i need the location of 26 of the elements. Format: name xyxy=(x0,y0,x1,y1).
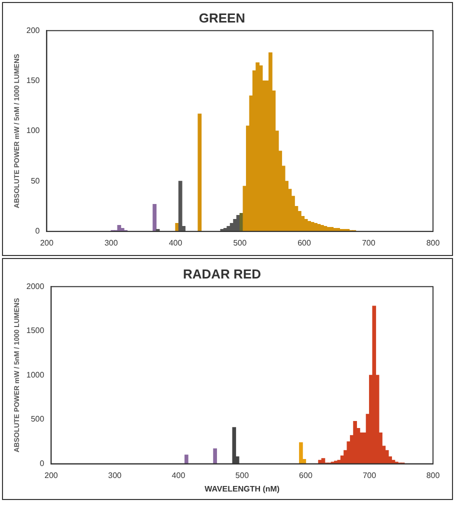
y-tick-label: 150 xyxy=(26,76,40,86)
x-tick-label: 600 xyxy=(299,470,313,480)
x-tick-label: 700 xyxy=(362,238,376,248)
x-tick-label: 800 xyxy=(426,470,440,480)
y-tick-label: 50 xyxy=(30,176,40,186)
x-tick-label: 700 xyxy=(362,470,377,480)
x-tick-label: 400 xyxy=(172,470,186,480)
y-tick-label: 1000 xyxy=(26,370,45,380)
y-tick-label: 100 xyxy=(26,126,40,136)
y-tick-label: 200 xyxy=(26,26,40,35)
x-tick-label: 600 xyxy=(298,238,312,248)
y-tick-label: 500 xyxy=(30,414,45,424)
y-tick-label: 0 xyxy=(40,459,45,468)
x-tick-label: 400 xyxy=(168,238,183,248)
x-axis-title: WAVELENGTH (nM) xyxy=(204,484,280,494)
x-tick-label: 500 xyxy=(235,470,250,480)
x-tick-label: 300 xyxy=(108,470,122,480)
x-tick-label: 800 xyxy=(426,238,440,248)
y-tick-label: 2000 xyxy=(26,282,45,291)
x-tick-label: 300 xyxy=(104,238,118,248)
x-tick-label: 500 xyxy=(233,238,248,248)
chart-title: RADAR RED xyxy=(183,266,261,282)
y-tick-label: 1500 xyxy=(26,326,45,336)
x-tick-label: 200 xyxy=(44,470,58,480)
chart-title: GREEN xyxy=(198,10,246,26)
y-tick-label: 0 xyxy=(35,226,40,236)
